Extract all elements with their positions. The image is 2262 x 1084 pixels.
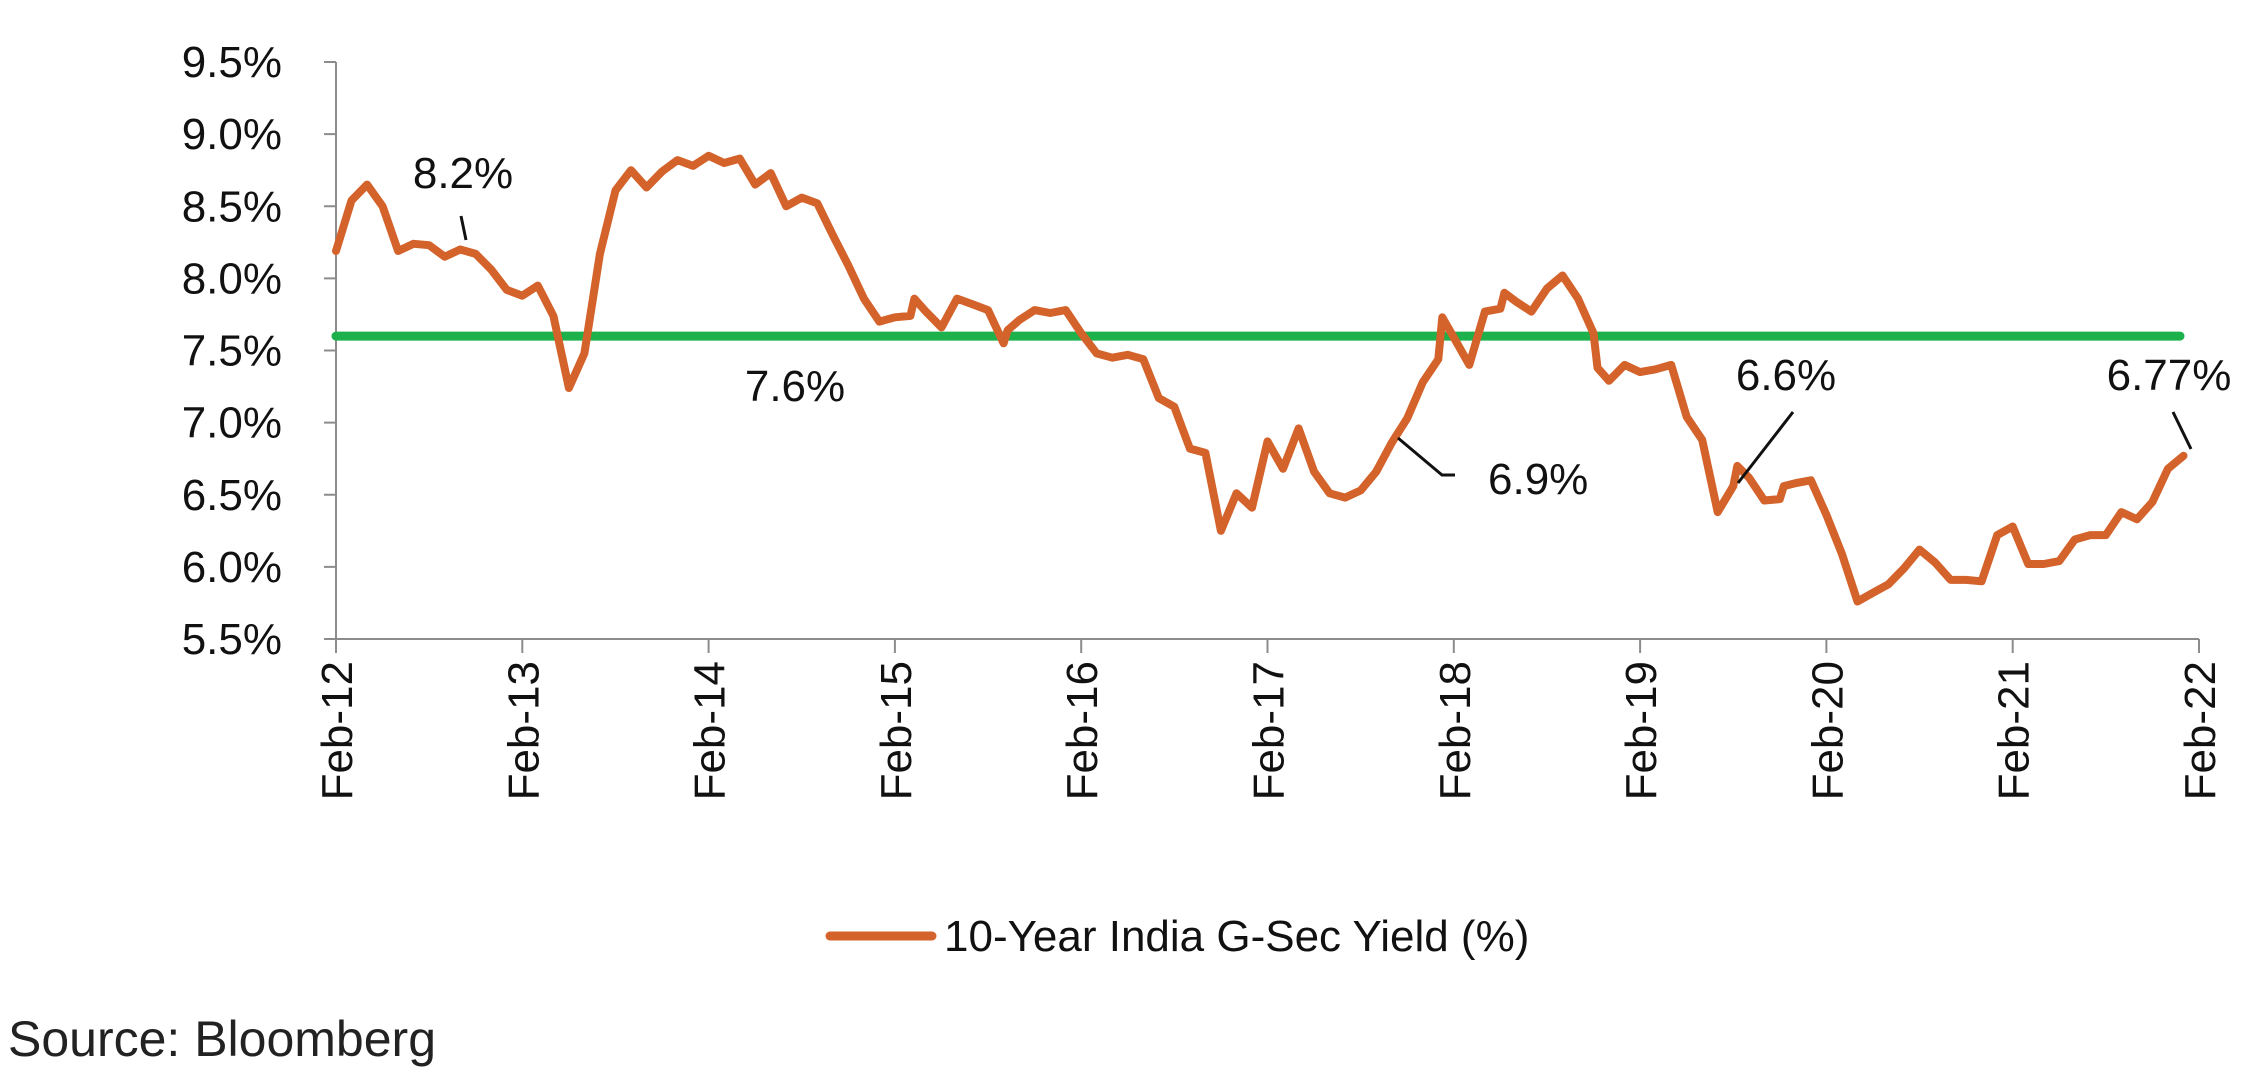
annotations-group: 8.2% 6.9% 6.6% 6.77%	[413, 149, 2232, 504]
x-tick-label: Feb-13	[499, 661, 548, 800]
x-axis-ticks: Feb-12 Feb-13 Feb-14 Feb-15 Feb-16 Feb-17 Feb-…	[313, 639, 2225, 800]
y-tick-label: 5.5%	[182, 615, 282, 664]
series-line-yield	[332, 151, 2188, 606]
annotation-leader-line	[2171, 411, 2193, 450]
line-chart: 9.5% 9.0% 8.5% 8.0% 7.5% 7.0% 6.5% 6.0% 5.5% Feb…	[182, 38, 2232, 961]
annotation-label: 6.9%	[1488, 455, 1588, 504]
series-group	[332, 151, 2188, 606]
reference-line-label: 7.6%	[745, 362, 845, 411]
legend-label: 10-Year India G-Sec Yield (%)	[944, 912, 1529, 961]
source-note: Source: Bloomberg	[8, 1011, 437, 1067]
y-tick-label: 8.0%	[182, 254, 282, 303]
x-tick-label: Feb-15	[872, 661, 921, 800]
x-tick-label: Feb-18	[1431, 661, 1480, 800]
x-tick-label: Feb-21	[1990, 661, 2039, 800]
x-tick-label: Feb-19	[1617, 661, 1666, 800]
annotation-label: 6.6%	[1736, 351, 1836, 400]
annotation-label: 8.2%	[413, 149, 513, 198]
y-tick-label: 9.5%	[182, 38, 282, 87]
y-tick-label: 7.0%	[182, 399, 282, 448]
x-tick-label: Feb-22	[2176, 661, 2225, 800]
x-tick-label: Feb-17	[1245, 661, 1294, 800]
y-tick-label: 6.5%	[182, 471, 282, 520]
annotation-label: 6.77%	[2107, 351, 2232, 400]
y-axis-ticks: 9.5% 9.0% 8.5% 8.0% 7.5% 7.0% 6.5% 6.0% 5.5%	[182, 38, 336, 664]
x-tick-label: Feb-16	[1058, 661, 1107, 800]
legend: 10-Year India G-Sec Yield (%)	[825, 912, 1529, 961]
annotation-leader-line	[1736, 411, 1795, 484]
reference-line-group: 7.6%	[331, 331, 2185, 411]
x-tick-label: Feb-12	[313, 661, 362, 800]
y-tick-label: 8.5%	[182, 182, 282, 231]
y-tick-label: 6.0%	[182, 543, 282, 592]
y-tick-label: 9.0%	[182, 110, 282, 159]
annotation-leader-line	[1397, 436, 1455, 477]
y-tick-label: 7.5%	[182, 327, 282, 376]
x-tick-label: Feb-14	[686, 661, 735, 800]
x-tick-label: Feb-20	[1803, 661, 1852, 800]
annotation-leader-line	[459, 215, 468, 241]
